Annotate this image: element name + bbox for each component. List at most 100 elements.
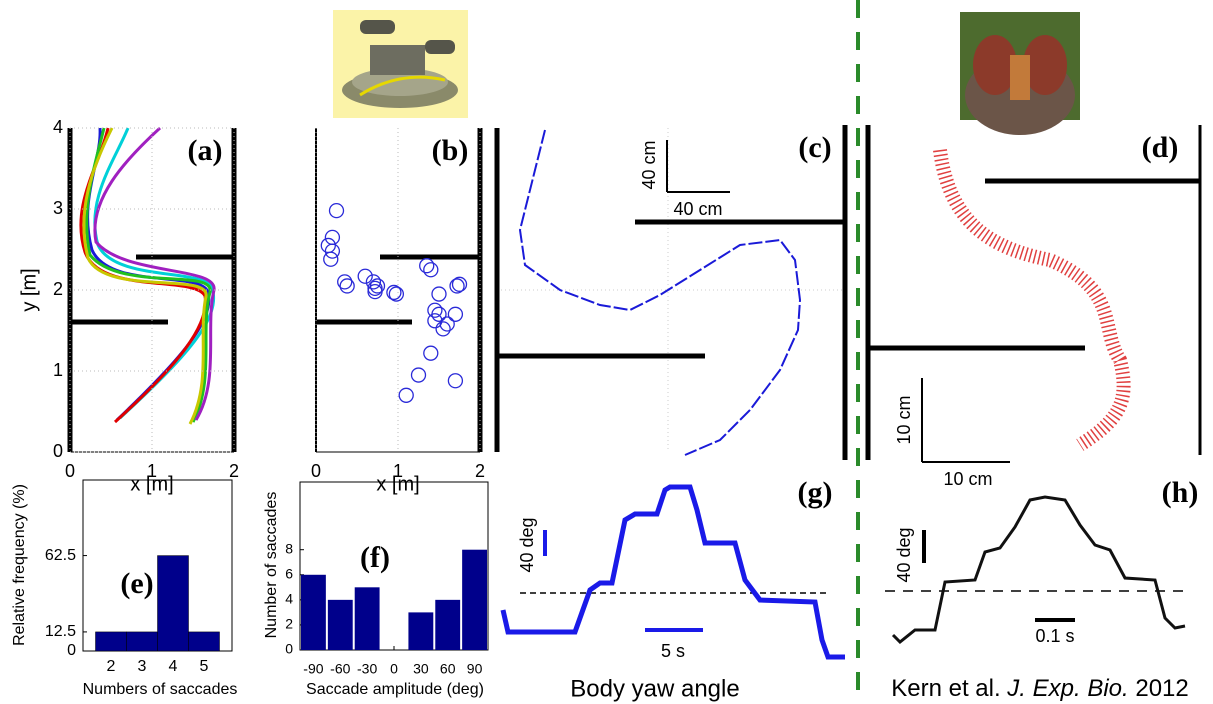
scale-label: 10 cm — [943, 469, 992, 489]
scale-label: 40 deg — [894, 527, 914, 582]
scatter-point — [386, 284, 402, 301]
panel-d — [865, 125, 1202, 463]
panel-label: (h) — [1162, 476, 1199, 509]
histogram-bar — [408, 612, 434, 650]
y-tick-label: 6 — [285, 565, 293, 581]
scatter-point — [431, 286, 447, 302]
scatter-point — [388, 286, 405, 302]
histogram-bar — [462, 549, 487, 650]
panel-h — [885, 495, 1186, 645]
scatter-point — [337, 274, 353, 290]
x-tick-label: 0 — [311, 461, 321, 481]
x-tick-label: 30 — [413, 661, 429, 677]
x-tick-label: 1 — [393, 461, 403, 481]
caption-year: 2012 — [1129, 675, 1189, 702]
y-tick-label: 8 — [285, 540, 293, 556]
x-tick-label: 4 — [169, 658, 178, 675]
panel-label: (b) — [432, 134, 469, 167]
robot-image — [333, 10, 468, 118]
bar — [157, 555, 189, 652]
scatter-point — [365, 274, 382, 290]
x-tick-label: 0 — [390, 661, 398, 677]
bar — [126, 631, 158, 652]
panel-label: (f) — [360, 541, 390, 574]
scale-label: 40 cm — [673, 199, 722, 219]
caption: Kern et al. J. Exp. Bio. 2012 — [891, 675, 1189, 702]
y-tick-label: 2 — [285, 616, 293, 632]
x-tick-label: 1 — [147, 461, 157, 481]
scatter-point — [410, 367, 427, 383]
scatter-point — [423, 345, 439, 361]
scatter-point — [439, 316, 455, 332]
y-tick-label: 2 — [53, 279, 63, 299]
scale-label: 40 cm — [639, 140, 659, 189]
scale-label: 0.1 s — [1035, 626, 1074, 646]
scatter-point — [323, 251, 339, 267]
caption-authors: Kern et al. — [891, 675, 1007, 702]
histogram-bar — [327, 599, 353, 650]
scatter-point — [427, 313, 443, 329]
scatter-point — [328, 202, 345, 219]
scatter-point — [451, 276, 468, 292]
panel-label: (e) — [120, 567, 153, 600]
x-tick-label: -90 — [303, 661, 323, 677]
histogram-bar — [354, 587, 380, 650]
panel-label: (d) — [1142, 131, 1179, 164]
x-axis-label: x [m] — [130, 473, 173, 495]
scatter-point — [398, 387, 414, 403]
x-tick-label: 90 — [467, 661, 483, 677]
panel-g — [500, 484, 845, 660]
y-axis-label: Relative frequency (%) — [11, 484, 28, 646]
histogram-bar — [301, 574, 326, 650]
scale-label: 5 s — [661, 641, 685, 661]
panel-label: (g) — [798, 476, 833, 509]
scatter-point — [419, 258, 435, 274]
panel-label: (a) — [188, 134, 223, 167]
y-tick-label: 4 — [53, 117, 63, 137]
scatter-point — [367, 283, 383, 300]
histogram-bar — [435, 599, 461, 650]
x-axis-label: x [m] — [376, 473, 419, 495]
fly-image — [960, 12, 1080, 135]
caption: Body yaw angle — [570, 675, 739, 702]
scatter-point — [324, 229, 341, 246]
x-tick-label: 2 — [107, 658, 116, 675]
caption-journal: J. Exp. Bio. — [1006, 675, 1128, 702]
scatter-point — [423, 262, 439, 278]
x-tick-label: 0 — [65, 461, 75, 481]
bar — [188, 631, 220, 652]
scatter-point — [367, 280, 383, 297]
y-tick-label: 12.5 — [45, 623, 76, 640]
x-axis-label: Saccade amplitude (deg) — [306, 681, 484, 698]
scatter-point — [324, 243, 341, 259]
scale-label: 40 deg — [517, 517, 537, 572]
x-tick-label: 5 — [200, 658, 209, 675]
scatter-point — [447, 306, 464, 322]
x-tick-label: -30 — [357, 661, 377, 677]
scatter-point — [427, 302, 443, 318]
y-tick-label: 3 — [53, 198, 63, 218]
x-tick-label: -60 — [330, 661, 350, 677]
scatter-point — [449, 278, 465, 294]
y-tick-label: 62.5 — [45, 547, 76, 564]
y-axis-label: Number of saccades — [263, 492, 280, 639]
x-tick-label: 2 — [229, 461, 239, 481]
y-tick-label: 1 — [53, 360, 63, 380]
x-axis-label: Numbers of saccades — [83, 681, 238, 698]
scatter-point — [357, 268, 373, 284]
y-tick-label: 4 — [285, 591, 293, 607]
panel-label: (c) — [798, 131, 831, 164]
scatter-point — [447, 373, 464, 389]
scatter-point — [339, 278, 355, 294]
scale-label: 10 cm — [894, 395, 914, 444]
robot-trajectories — [79, 126, 216, 425]
scatter-point — [435, 321, 451, 337]
y-tick-label: 0 — [53, 441, 63, 461]
y-axis-label: y [m] — [18, 268, 40, 311]
x-tick-label: 2 — [475, 461, 485, 481]
y-tick-label: 0 — [67, 642, 76, 659]
x-tick-label: 3 — [138, 658, 147, 675]
bar — [95, 631, 127, 652]
arena-walls — [67, 128, 483, 452]
